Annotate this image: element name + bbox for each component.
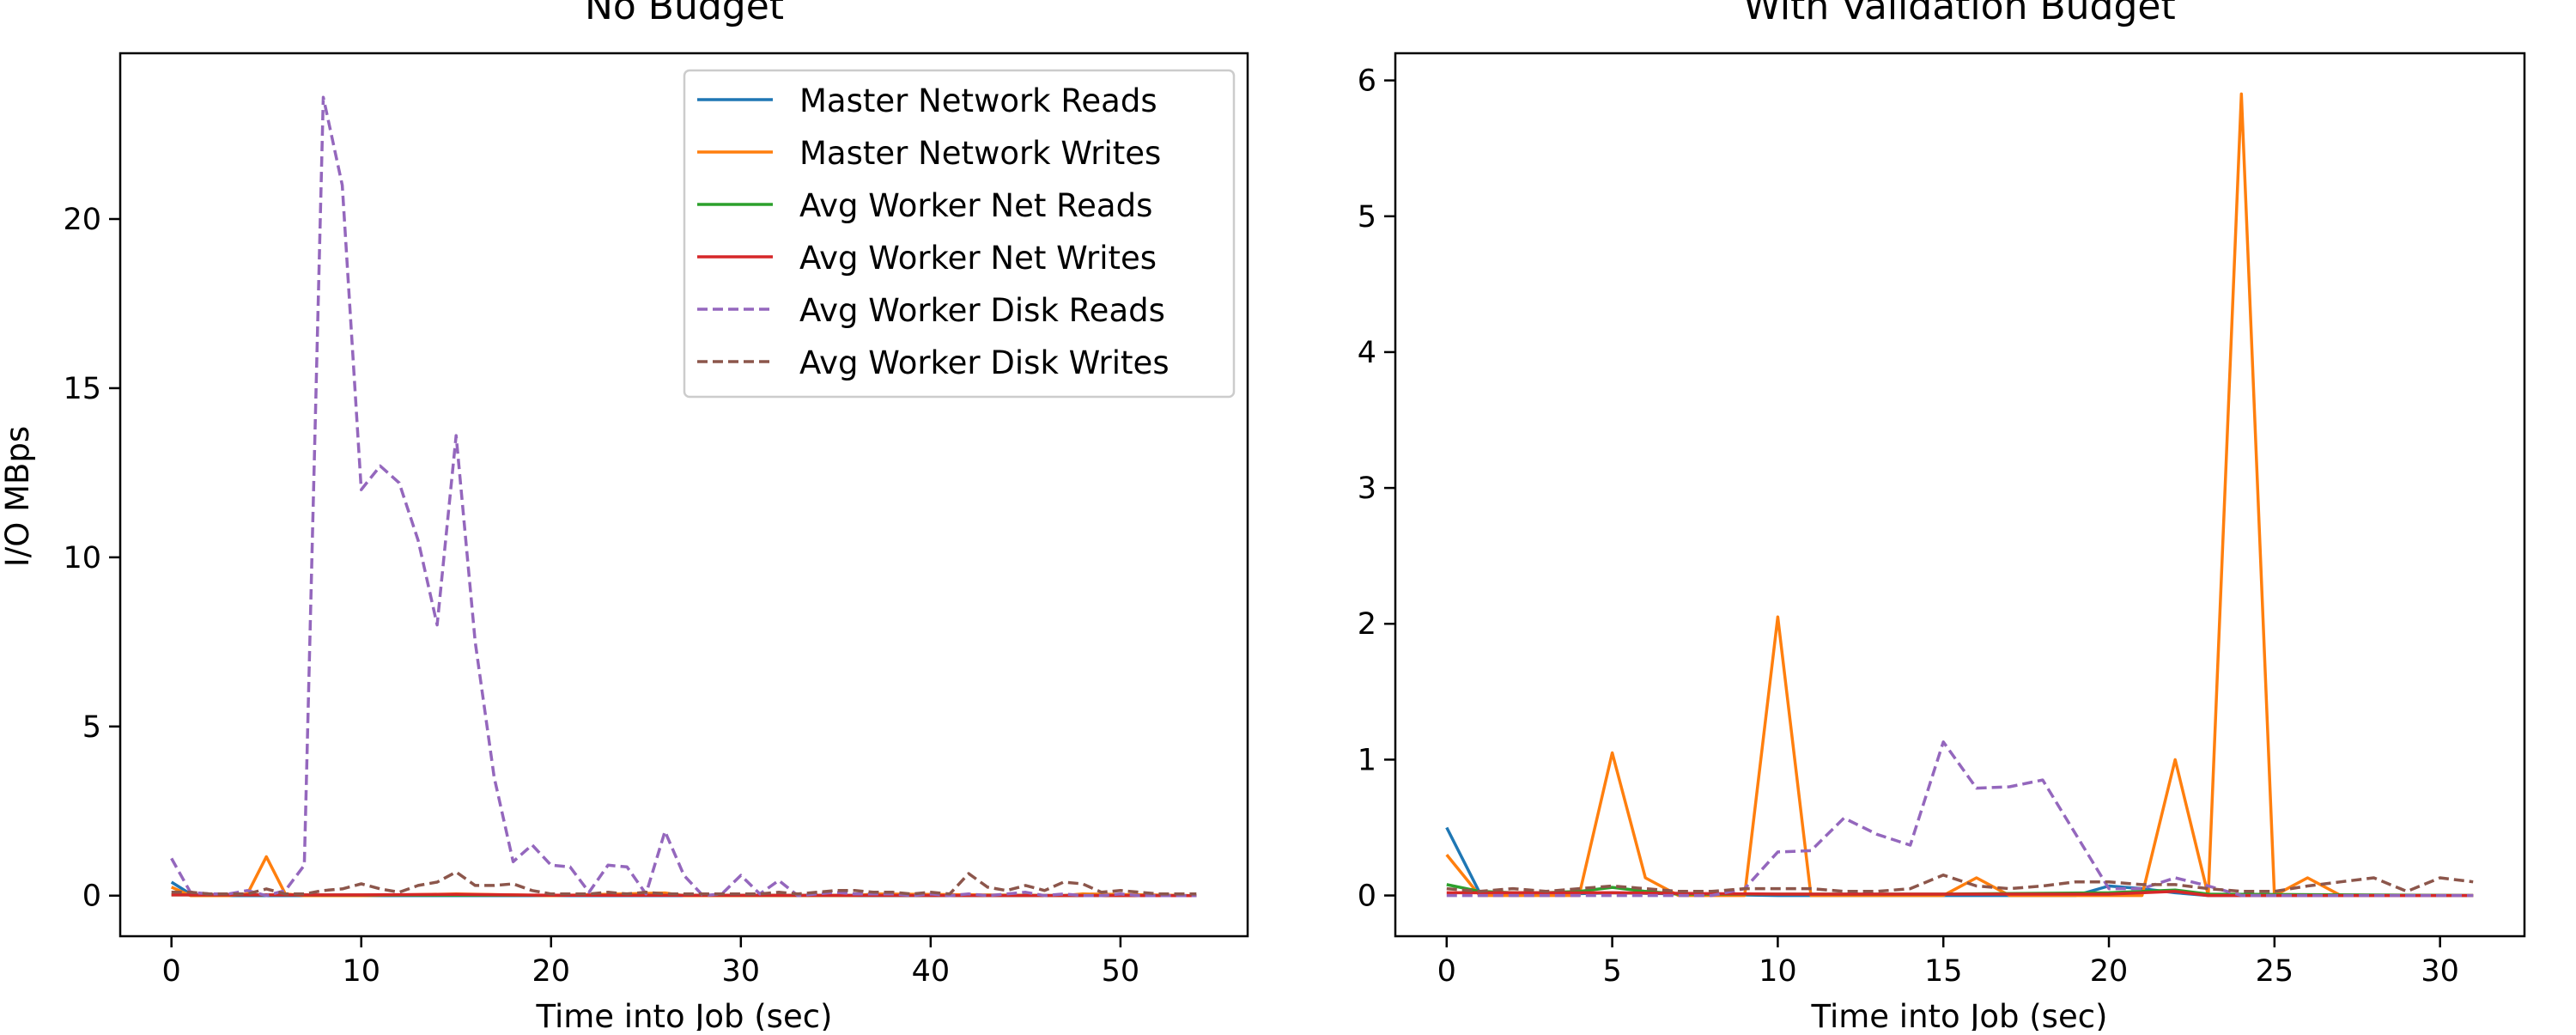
x-tick-label: 20 <box>532 954 570 989</box>
x-axis-ticks: 0 5 10 15 20 25 30 <box>1437 936 2459 989</box>
y-tick-label: 2 <box>1358 607 1376 642</box>
y-tick-label: 10 <box>63 541 101 575</box>
legend-label: Master Network Reads <box>799 82 1157 119</box>
y-axis-ticks: 0 1 2 3 4 5 6 <box>1358 64 1395 914</box>
y-tick-label: 0 <box>1358 880 1376 914</box>
legend-label: Avg Worker Disk Reads <box>799 292 1165 329</box>
chart-panel-with-validation-budget: With Validation Budget 0 5 10 15 20 25 30 0 1 2 3… <box>1358 0 2526 1035</box>
chart-title: No Budget <box>585 0 784 28</box>
y-tick-label: 20 <box>63 203 101 237</box>
chart-panel-no-budget: No Budget 0 10 20 30 40 50 0 5 10 15 20 Time into… <box>0 0 1249 1035</box>
legend-label: Avg Worker Disk Writes <box>799 344 1170 381</box>
series-line <box>1446 874 2474 893</box>
x-axis-label: Time into Job (sec) <box>536 998 833 1031</box>
x-axis-label: Time into Job (sec) <box>1811 998 2108 1031</box>
plot-frame <box>1394 52 2526 938</box>
series-line <box>170 95 1197 898</box>
legend-frame <box>683 69 1236 399</box>
x-tick-label: 10 <box>1759 954 1797 989</box>
series-lines <box>1445 92 2474 898</box>
y-tick-label: 4 <box>1358 336 1376 370</box>
legend-item: Avg Worker Disk Reads <box>697 292 1165 329</box>
x-tick-label: 10 <box>342 954 380 989</box>
y-tick-label: 6 <box>1358 64 1376 99</box>
plot-frame <box>118 52 1249 938</box>
x-tick-label: 40 <box>912 954 951 989</box>
y-tick-label: 0 <box>82 880 101 914</box>
series-line <box>1446 890 2474 898</box>
y-tick-label: 1 <box>1358 743 1376 777</box>
x-tick-label: 0 <box>1437 954 1456 989</box>
legend-label: Master Network Writes <box>799 135 1161 172</box>
series-line <box>1446 740 2474 898</box>
y-axis-ticks: 0 5 10 15 20 <box>63 203 120 914</box>
x-tick-label: 15 <box>1924 954 1963 989</box>
legend: Master Network Reads Master Network Writ… <box>683 69 1236 399</box>
x-tick-label: 30 <box>722 954 761 989</box>
chart-title: With Validation Budget <box>1743 0 2175 28</box>
x-tick-label: 25 <box>2256 954 2294 989</box>
legend-item: Master Network Writes <box>697 135 1161 172</box>
legend-item: Master Network Reads <box>697 82 1157 119</box>
y-tick-label: 3 <box>1358 472 1376 506</box>
y-tick-label: 5 <box>82 710 101 745</box>
series-line <box>1445 92 2474 898</box>
legend-item: Avg Worker Net Writes <box>697 240 1157 277</box>
y-axis-label: I/O MBps <box>0 426 36 567</box>
legend-label: Avg Worker Net Reads <box>799 187 1152 224</box>
series-lines <box>170 95 1197 898</box>
series-line <box>171 870 1197 896</box>
legend-label: Avg Worker Net Writes <box>799 240 1157 277</box>
x-axis-ticks: 0 10 20 30 40 50 <box>162 936 1140 989</box>
x-tick-label: 20 <box>2090 954 2129 989</box>
y-tick-label: 5 <box>1358 200 1376 234</box>
x-tick-label: 50 <box>1102 954 1140 989</box>
y-tick-label: 15 <box>63 372 101 406</box>
legend-item: Avg Worker Net Reads <box>697 187 1152 224</box>
legend-item: Avg Worker Disk Writes <box>697 344 1170 381</box>
x-tick-label: 0 <box>162 954 181 989</box>
x-tick-label: 5 <box>1602 954 1621 989</box>
x-tick-label: 30 <box>2421 954 2459 989</box>
